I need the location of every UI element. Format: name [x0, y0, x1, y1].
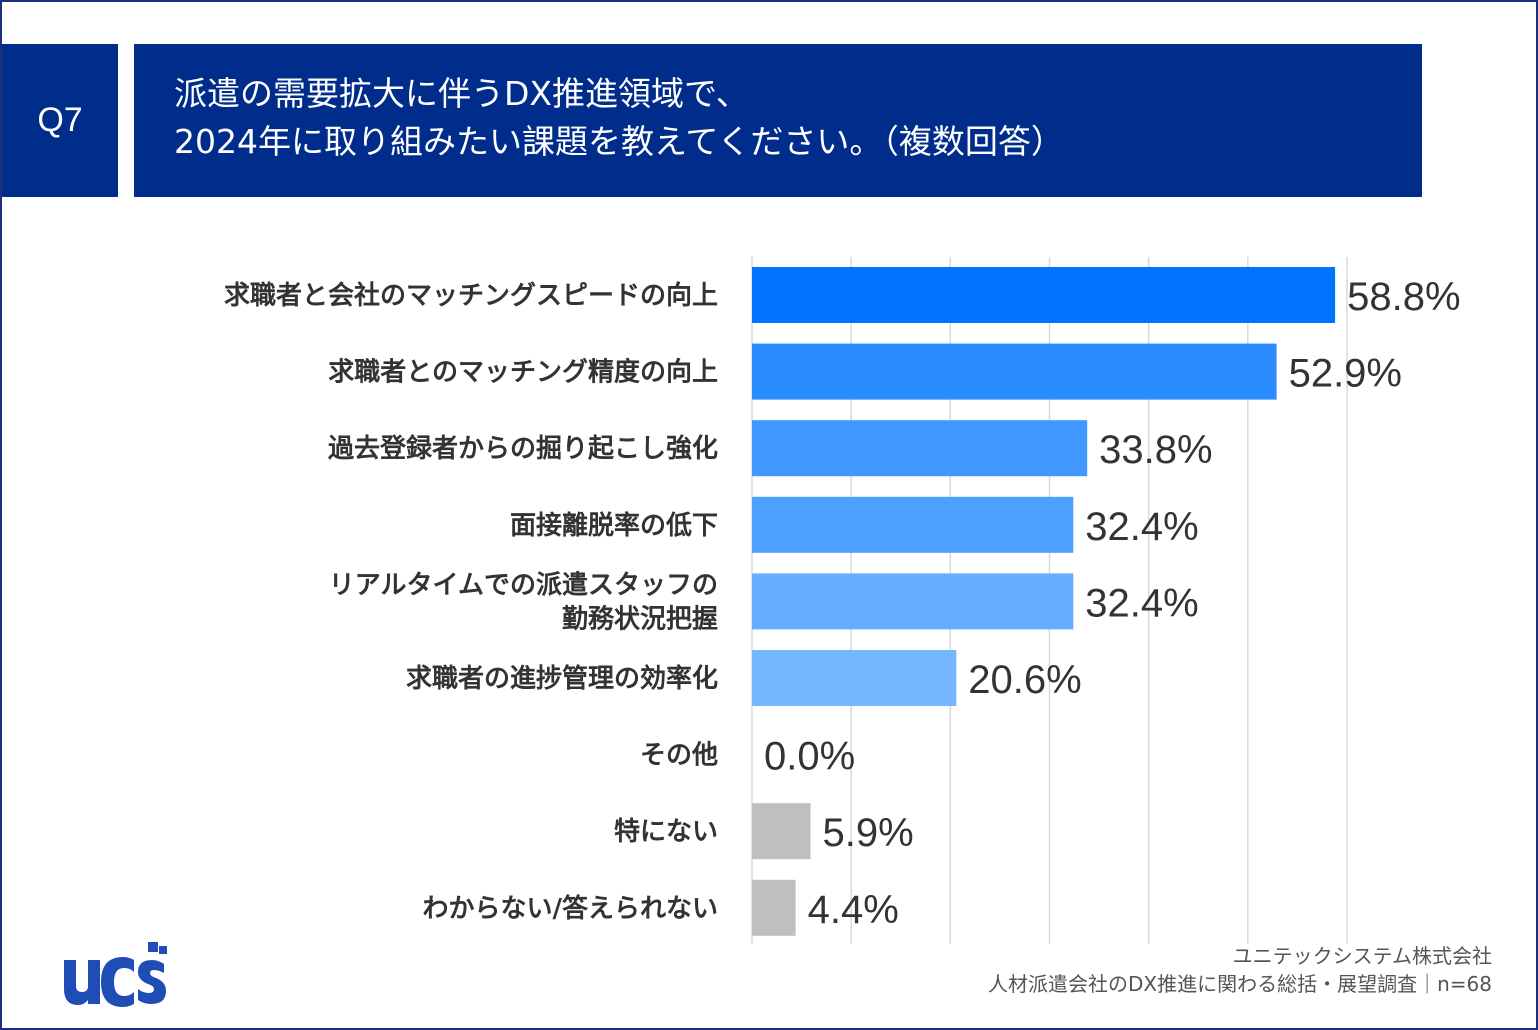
footer-company: ユニテックシステム株式会社 [1232, 944, 1492, 968]
value-label: 5.9% [823, 811, 914, 855]
question-title-box: 派遣の需要拡大に伴うDX推進領域で、 2024年に取り組みたい課題を教えてくださ… [134, 44, 1422, 197]
question-number: Q7 [37, 101, 83, 139]
bar [752, 343, 1277, 400]
value-label: 32.4% [1085, 581, 1198, 625]
question-title-line-2: 2024年に取り組みたい課題を教えてください。（複数回答） [174, 122, 1064, 161]
category-label: 過去登録者からの掘り起こし強化 [328, 433, 718, 464]
footer-survey: 人材派遣会社のDX推進に関わる総括・展望調査｜n=68 [988, 972, 1492, 996]
category-label: リアルタイムでの派遣スタッフの [329, 570, 718, 600]
value-label: 0.0% [764, 735, 855, 779]
value-label: 32.4% [1085, 505, 1198, 549]
bar [752, 267, 1336, 323]
category-label: わからない/答えられない [423, 893, 719, 924]
category-label: 特にない [614, 816, 718, 847]
bar [752, 496, 1074, 553]
category-label: 求職者と会社のマッチングスピードの向上 [224, 280, 718, 311]
value-label: 4.4% [808, 888, 899, 932]
category-label: 求職者の進捗管理の効率化 [406, 663, 718, 694]
ucs-logo-icon [64, 942, 167, 1007]
value-label: 20.6% [968, 658, 1081, 702]
question-number-badge: Q7 [2, 44, 118, 197]
bar [752, 650, 957, 706]
bar [752, 573, 1074, 630]
footer: ユニテックシステム株式会社 人材派遣会社のDX推進に関わる総括・展望調査｜n=6… [988, 942, 1492, 998]
value-label: 58.8% [1347, 275, 1460, 319]
category-label: その他 [640, 741, 718, 771]
value-label: 33.8% [1099, 428, 1212, 472]
bar [752, 879, 796, 936]
bar [752, 803, 811, 860]
bar [752, 420, 1088, 477]
ucs-logo [60, 942, 170, 1012]
category-label: 求職者とのマッチング精度の向上 [328, 357, 718, 388]
category-label: 勤務状況把握 [562, 604, 718, 634]
value-label: 52.9% [1289, 352, 1402, 396]
question-title-line-1: 派遣の需要拡大に伴うDX推進領域で、 [174, 74, 749, 113]
category-label: 面接離脱率の低下 [510, 510, 718, 541]
